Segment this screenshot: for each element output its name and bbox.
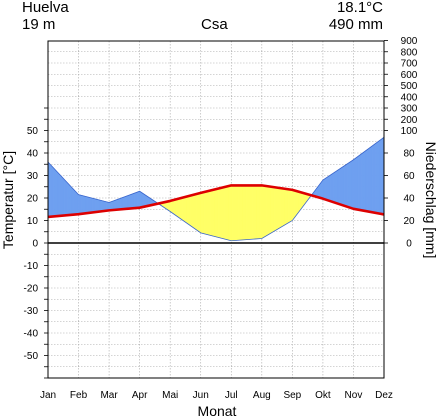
temperature-tick-label: -20 bbox=[24, 284, 39, 295]
temperature-tick-label: -40 bbox=[24, 329, 39, 340]
temperature-tick-label: 10 bbox=[27, 216, 39, 227]
temperature-tick-label: 0 bbox=[32, 239, 38, 250]
temperature-tick-label: 40 bbox=[27, 149, 39, 160]
temperature-tick-label: 30 bbox=[27, 171, 39, 182]
temperature-tick-label: -30 bbox=[24, 306, 39, 317]
station-elevation: 19 m bbox=[22, 16, 56, 33]
month-label: Okt bbox=[315, 390, 331, 401]
precipitation-tick-label: 40 bbox=[403, 194, 415, 205]
temperature-tick-label: -50 bbox=[24, 351, 39, 362]
climate-class: Csa bbox=[201, 16, 228, 33]
precipitation-tick-label: 700 bbox=[401, 59, 418, 70]
month-label: Mar bbox=[100, 390, 118, 401]
month-label: Feb bbox=[70, 390, 88, 401]
precipitation-line bbox=[47, 136, 385, 242]
temperature-line bbox=[47, 184, 385, 219]
month-label: Nov bbox=[345, 390, 363, 401]
precipitation-tick-label: 80 bbox=[403, 149, 415, 160]
month-label: Apr bbox=[132, 390, 148, 401]
precipitation-tick-label: 500 bbox=[401, 81, 418, 92]
precipitation-tick-label: 600 bbox=[401, 70, 418, 81]
y-axis-label-left: Temperatur [°C] bbox=[0, 151, 16, 249]
precipitation-tick-label: 900 bbox=[401, 36, 418, 47]
precipitation-tick-label: 200 bbox=[401, 115, 418, 126]
precipitation-tick-label: 100 bbox=[401, 126, 418, 137]
month-label: Aug bbox=[253, 390, 271, 401]
temperature-tick-label: 50 bbox=[27, 126, 39, 137]
y-axis-label-right: Niederschlag [mm] bbox=[423, 142, 439, 259]
precipitation-tick-label: 60 bbox=[403, 171, 415, 182]
month-label: Jun bbox=[193, 390, 209, 401]
mean-temperature: 18.1°C bbox=[336, 0, 383, 16]
month-label: Dez bbox=[375, 390, 393, 401]
month-label: Jan bbox=[40, 390, 56, 401]
precipitation-tick-label: 20 bbox=[403, 216, 415, 227]
station-name: Huelva bbox=[22, 0, 69, 16]
axis-ticks: 50403020100-10-20-30-40-5090080070060050… bbox=[24, 36, 418, 401]
precipitation-tick-label: 0 bbox=[406, 239, 412, 250]
annual-precipitation: 490 mm bbox=[328, 16, 383, 33]
precipitation-tick-label: 800 bbox=[401, 47, 418, 58]
month-label: Mai bbox=[162, 390, 178, 401]
precipitation-tick-label: 400 bbox=[401, 92, 418, 103]
month-label: Sep bbox=[283, 390, 301, 401]
month-label: Jul bbox=[225, 390, 238, 401]
x-axis-label: Monat bbox=[198, 403, 237, 418]
precipitation-tick-label: 300 bbox=[401, 104, 418, 115]
temperature-tick-label: 20 bbox=[27, 194, 39, 205]
temperature-tick-label: -10 bbox=[24, 261, 39, 272]
